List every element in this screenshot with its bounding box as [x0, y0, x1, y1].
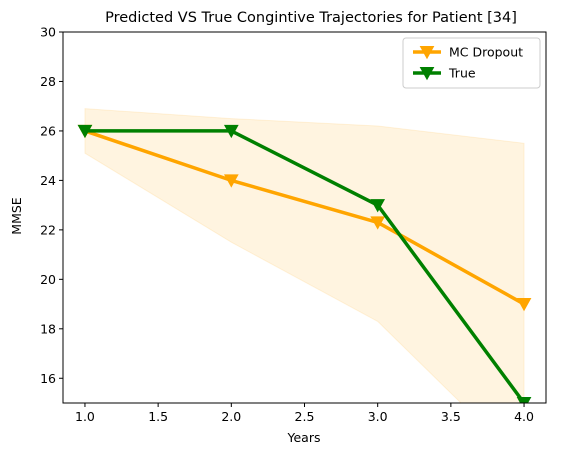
x-tick-label: 3.5	[441, 409, 461, 424]
x-tick-label: 4.0	[514, 409, 534, 424]
y-axis: 16 18 20 22 24 26 28 30	[40, 25, 63, 386]
x-tick-label: 2.5	[295, 409, 315, 424]
x-tick-label: 1.0	[75, 409, 95, 424]
series-line-true	[84, 129, 526, 403]
uncertainty-band	[84, 108, 525, 403]
y-tick-label: 22	[40, 222, 56, 237]
x-axis-label: Years	[287, 430, 321, 445]
data-point-true	[370, 199, 386, 213]
data-point-true	[223, 124, 239, 139]
x-tick-label: 3.0	[368, 409, 388, 424]
plot-area	[77, 108, 532, 403]
legend: MC Dropout True	[402, 37, 541, 89]
x-tick-label: 2.0	[221, 409, 241, 424]
data-point-true	[77, 124, 93, 139]
y-tick-label: 28	[40, 74, 56, 89]
chart-title: Predicted VS True Congintive Trajectorie…	[105, 10, 517, 26]
legend-label-true: True	[448, 66, 476, 81]
data-point-mc-dropout	[223, 174, 239, 188]
data-point-mc-dropout	[516, 298, 532, 312]
x-axis: 1.0 1.5 2.0 2.5 3.0 3.5 4.0	[75, 403, 534, 424]
y-tick-label: 16	[40, 371, 56, 386]
y-axis-label: MMSE	[9, 197, 24, 235]
x-tick-label: 1.5	[148, 409, 168, 424]
series-line-mc-dropout	[84, 129, 525, 306]
y-tick-label: 18	[40, 321, 56, 336]
legend-marker-mc-dropout	[419, 45, 435, 60]
y-tick-label: 26	[40, 123, 56, 138]
data-point-mc-dropout	[370, 216, 386, 230]
data-point-true	[516, 396, 532, 403]
legend-marker-true	[419, 66, 435, 81]
y-tick-label: 30	[40, 25, 56, 40]
legend-label-mc-dropout: MC Dropout	[449, 45, 523, 60]
y-tick-label: 24	[40, 173, 56, 188]
y-tick-label: 20	[40, 272, 56, 287]
